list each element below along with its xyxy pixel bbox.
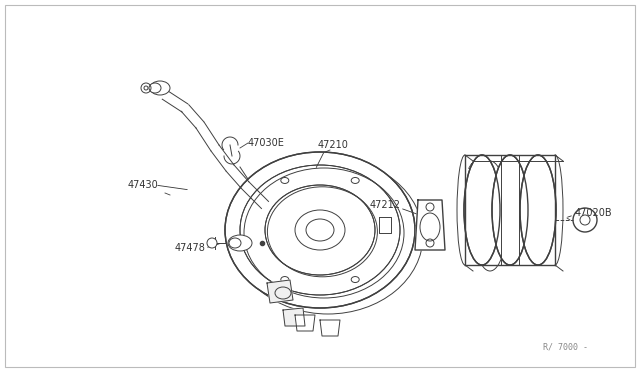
Polygon shape bbox=[283, 308, 305, 326]
Ellipse shape bbox=[492, 155, 528, 265]
Ellipse shape bbox=[228, 235, 252, 251]
Polygon shape bbox=[415, 200, 445, 250]
Ellipse shape bbox=[225, 152, 415, 308]
Ellipse shape bbox=[207, 238, 217, 248]
Ellipse shape bbox=[229, 238, 241, 248]
Text: 47030E: 47030E bbox=[248, 138, 285, 148]
Ellipse shape bbox=[150, 81, 170, 95]
Polygon shape bbox=[320, 320, 340, 336]
Text: 47211: 47211 bbox=[468, 163, 499, 173]
Ellipse shape bbox=[149, 83, 161, 93]
Polygon shape bbox=[379, 217, 391, 233]
Ellipse shape bbox=[233, 158, 423, 314]
Text: 47430: 47430 bbox=[128, 180, 159, 190]
Polygon shape bbox=[295, 315, 315, 331]
Polygon shape bbox=[267, 280, 293, 303]
Ellipse shape bbox=[520, 155, 556, 265]
Text: 47020B: 47020B bbox=[575, 208, 612, 218]
Text: 47210: 47210 bbox=[318, 140, 349, 150]
Ellipse shape bbox=[472, 161, 508, 271]
Ellipse shape bbox=[244, 168, 404, 298]
Text: 47478: 47478 bbox=[175, 243, 206, 253]
Text: R/ 7000 -: R/ 7000 - bbox=[543, 343, 588, 352]
Text: 47212: 47212 bbox=[370, 200, 401, 210]
Ellipse shape bbox=[464, 155, 500, 265]
Ellipse shape bbox=[268, 187, 378, 277]
